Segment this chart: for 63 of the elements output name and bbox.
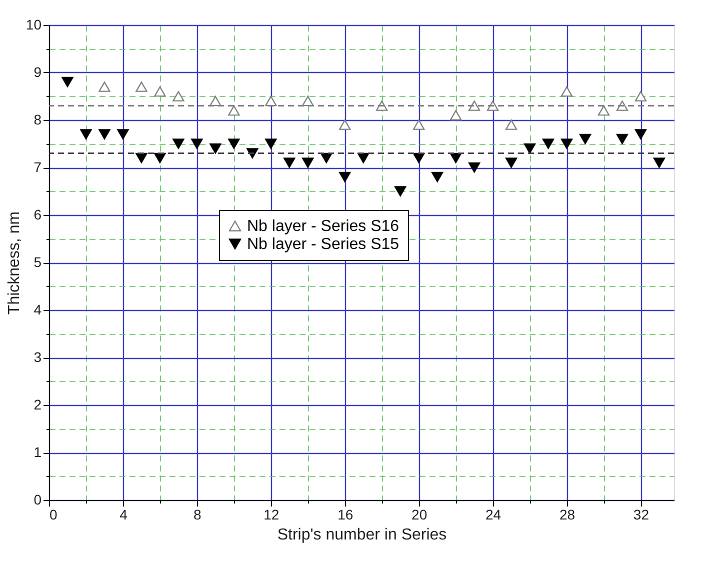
- point: [228, 138, 240, 149]
- point: [505, 120, 518, 130]
- point: [634, 129, 647, 140]
- y-tick-label: 9: [34, 64, 42, 80]
- point: [284, 158, 296, 168]
- point: [431, 172, 444, 182]
- point: [339, 120, 351, 130]
- y-tick-label: 3: [34, 349, 42, 365]
- point: [302, 158, 314, 168]
- y-tick-label: 5: [34, 254, 42, 270]
- y-tick-label: 8: [34, 112, 42, 128]
- x-tick-label: 16: [338, 506, 354, 522]
- y-tick-label: 7: [34, 159, 42, 175]
- y-tick-label: 10: [26, 16, 42, 32]
- y-tick-label: 4: [34, 302, 42, 318]
- point: [468, 100, 480, 111]
- point: [154, 86, 166, 97]
- point: [505, 158, 518, 168]
- point: [265, 96, 277, 106]
- point: [653, 158, 666, 168]
- y-axis-title: Thickness, nm: [6, 211, 23, 315]
- point: [191, 138, 203, 149]
- point: [265, 138, 277, 149]
- y-tick-label: 6: [34, 206, 42, 222]
- point: [394, 186, 406, 196]
- x-tick-label: 32: [633, 506, 650, 522]
- x-tick-label: 12: [264, 506, 280, 522]
- x-tick-label: 24: [486, 506, 502, 522]
- point: [598, 105, 610, 116]
- point: [412, 120, 425, 130]
- point: [228, 105, 240, 116]
- y-tick-label: 2: [34, 396, 42, 412]
- point: [80, 129, 92, 140]
- point: [579, 134, 592, 144]
- point: [616, 134, 628, 144]
- x-tick-label: 4: [120, 506, 128, 522]
- point: [524, 143, 536, 154]
- point: [634, 91, 647, 102]
- x-tick-label: 20: [412, 506, 428, 522]
- point: [339, 172, 351, 182]
- point: [136, 152, 148, 164]
- point: [542, 138, 554, 149]
- x-tick-label: 0: [50, 506, 58, 522]
- point: [210, 143, 222, 154]
- y-tick-label: 0: [34, 492, 42, 508]
- point: [154, 152, 166, 164]
- x-tick-label: 28: [559, 506, 576, 522]
- point: [172, 138, 184, 149]
- point: [450, 110, 462, 120]
- point: [468, 162, 480, 173]
- point: [98, 129, 110, 140]
- y-tick-label: 1: [34, 444, 42, 460]
- point: [560, 86, 573, 97]
- point: [172, 91, 184, 102]
- x-tick-label: 8: [194, 506, 202, 522]
- point: [98, 82, 110, 92]
- point: [117, 129, 129, 140]
- point: [62, 76, 74, 88]
- legend-label: Nb layer - Series S15: [247, 236, 400, 253]
- legend-label: Nb layer - Series S16: [247, 218, 400, 235]
- point: [136, 82, 148, 92]
- x-axis-title: Strip's number in Series: [277, 526, 447, 544]
- point: [560, 138, 573, 149]
